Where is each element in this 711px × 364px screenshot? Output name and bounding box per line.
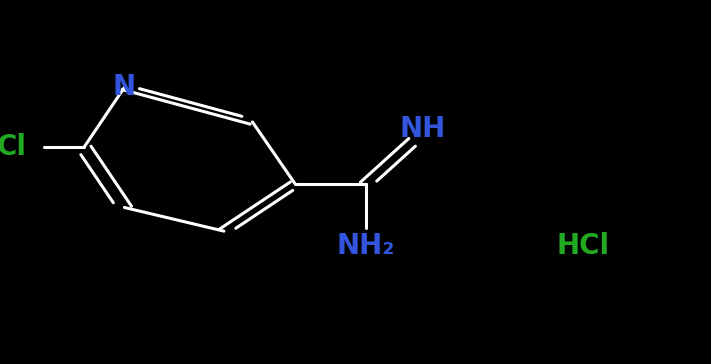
Text: NH: NH (400, 115, 447, 143)
Text: NH₂: NH₂ (337, 232, 395, 260)
Text: Cl: Cl (0, 134, 27, 161)
Text: HCl: HCl (557, 232, 609, 260)
Text: N: N (113, 74, 136, 101)
